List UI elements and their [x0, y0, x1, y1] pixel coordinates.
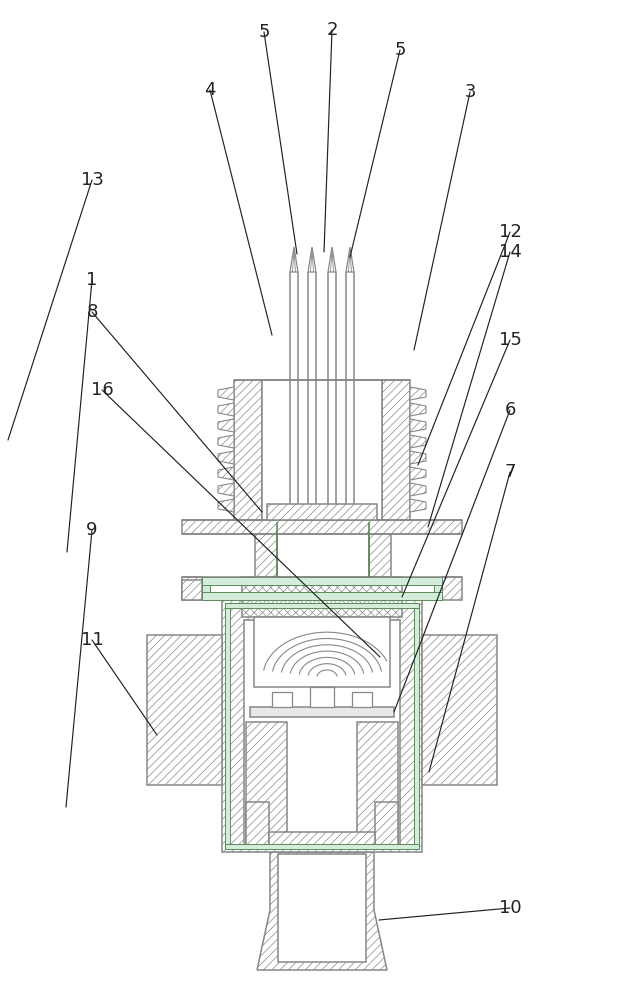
Polygon shape — [182, 577, 202, 600]
Polygon shape — [328, 247, 336, 272]
Polygon shape — [272, 692, 292, 707]
Polygon shape — [250, 707, 394, 717]
Text: 6: 6 — [504, 401, 516, 419]
Polygon shape — [255, 522, 277, 577]
Polygon shape — [382, 380, 410, 520]
Polygon shape — [225, 844, 419, 849]
Polygon shape — [202, 577, 442, 585]
Polygon shape — [346, 247, 354, 272]
Polygon shape — [308, 247, 316, 272]
Polygon shape — [410, 499, 426, 512]
Polygon shape — [234, 380, 262, 520]
Polygon shape — [434, 577, 442, 600]
Polygon shape — [218, 435, 234, 448]
Polygon shape — [218, 387, 234, 400]
Text: 16: 16 — [91, 381, 113, 399]
Text: 2: 2 — [327, 21, 337, 39]
Polygon shape — [218, 451, 234, 464]
Polygon shape — [410, 467, 426, 480]
Text: 11: 11 — [80, 631, 104, 649]
Polygon shape — [244, 620, 400, 847]
Polygon shape — [202, 577, 210, 600]
Polygon shape — [225, 603, 419, 608]
Polygon shape — [218, 499, 234, 512]
Polygon shape — [218, 467, 234, 480]
Polygon shape — [410, 419, 426, 432]
Polygon shape — [357, 722, 398, 847]
Text: 15: 15 — [498, 331, 522, 349]
Polygon shape — [254, 617, 390, 687]
Text: 12: 12 — [498, 223, 522, 241]
Polygon shape — [246, 722, 287, 847]
Polygon shape — [182, 520, 462, 534]
Polygon shape — [225, 603, 230, 849]
Polygon shape — [257, 852, 387, 970]
Polygon shape — [218, 419, 234, 432]
Polygon shape — [442, 577, 462, 600]
Text: 5: 5 — [258, 23, 270, 41]
Text: 14: 14 — [498, 243, 522, 261]
Polygon shape — [290, 247, 298, 272]
Polygon shape — [352, 692, 372, 707]
Polygon shape — [246, 802, 269, 847]
Text: 10: 10 — [498, 899, 521, 917]
Text: 9: 9 — [86, 521, 98, 539]
Polygon shape — [410, 403, 426, 416]
Polygon shape — [262, 380, 382, 520]
Polygon shape — [369, 522, 391, 577]
Polygon shape — [278, 854, 366, 962]
Polygon shape — [218, 403, 234, 416]
Polygon shape — [410, 451, 426, 464]
Text: 4: 4 — [204, 81, 216, 99]
Text: 5: 5 — [394, 41, 406, 59]
Polygon shape — [202, 592, 442, 600]
Polygon shape — [422, 635, 497, 785]
Polygon shape — [267, 504, 377, 520]
Polygon shape — [242, 577, 402, 617]
Text: 13: 13 — [80, 171, 104, 189]
Polygon shape — [147, 635, 222, 785]
Text: 1: 1 — [86, 271, 98, 289]
Text: 3: 3 — [464, 83, 476, 101]
Polygon shape — [410, 435, 426, 448]
Polygon shape — [310, 687, 334, 707]
Polygon shape — [375, 802, 398, 847]
Polygon shape — [269, 832, 375, 847]
Polygon shape — [414, 603, 419, 849]
Polygon shape — [222, 600, 422, 852]
Text: 7: 7 — [504, 463, 516, 481]
Polygon shape — [410, 483, 426, 496]
Polygon shape — [182, 580, 202, 600]
Text: 8: 8 — [86, 303, 98, 321]
Polygon shape — [410, 387, 426, 400]
Polygon shape — [218, 483, 234, 496]
